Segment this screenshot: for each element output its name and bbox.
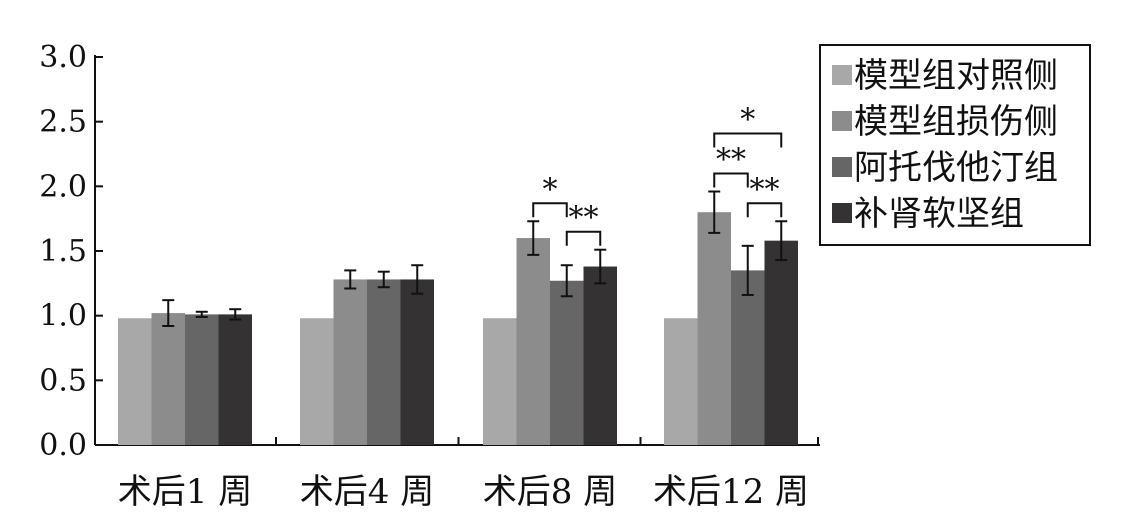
bar <box>367 279 401 445</box>
significance-label: * <box>543 172 558 207</box>
y-tick-label: 1.5 <box>39 234 87 269</box>
y-tick-label: 2.0 <box>39 169 87 204</box>
bar <box>400 279 434 445</box>
bar <box>583 266 617 445</box>
legend-label: 模型组损伤侧 <box>854 102 1058 142</box>
legend-swatch <box>832 157 852 177</box>
x-category-label: 术后4 周 <box>300 472 434 512</box>
x-category-label: 术后12 周 <box>653 472 809 512</box>
legend-swatch <box>832 111 852 131</box>
significance-bracket <box>746 202 783 218</box>
y-tick-label: 0.5 <box>39 363 87 398</box>
bar <box>483 318 517 445</box>
bar <box>697 212 731 445</box>
x-category-label: 术后8 周 <box>483 472 617 512</box>
bar <box>333 279 367 445</box>
legend-label: 模型组对照侧 <box>854 56 1058 96</box>
legend-label: 阿托伐他汀组 <box>854 148 1058 188</box>
y-tick-label: 3.0 <box>39 40 87 75</box>
significance-bracket <box>532 202 568 218</box>
legend-box <box>819 44 1091 246</box>
significance-bracket <box>713 132 783 148</box>
y-tick-label: 2.5 <box>39 105 87 140</box>
bar <box>731 270 765 445</box>
bar <box>118 318 152 445</box>
bar <box>151 313 185 445</box>
significance-label: ** <box>750 172 780 207</box>
legend-swatch <box>832 65 852 85</box>
bar <box>300 318 334 445</box>
significance-label: ** <box>716 143 746 178</box>
legend-swatch <box>832 203 852 223</box>
significance-label: ** <box>569 201 599 236</box>
y-tick-label: 0.0 <box>39 428 87 463</box>
significance-bracket <box>713 172 749 188</box>
significance-bracket <box>565 230 602 246</box>
legend-label: 补肾软坚组 <box>854 194 1024 234</box>
bar <box>516 238 550 445</box>
x-category-label: 术后1 周 <box>118 472 252 512</box>
bar <box>218 314 252 445</box>
y-tick-label: 1.0 <box>39 299 87 334</box>
bar <box>664 318 698 445</box>
bar <box>185 314 219 445</box>
bar <box>764 240 798 445</box>
bar <box>550 280 584 445</box>
significance-label: * <box>740 103 755 138</box>
